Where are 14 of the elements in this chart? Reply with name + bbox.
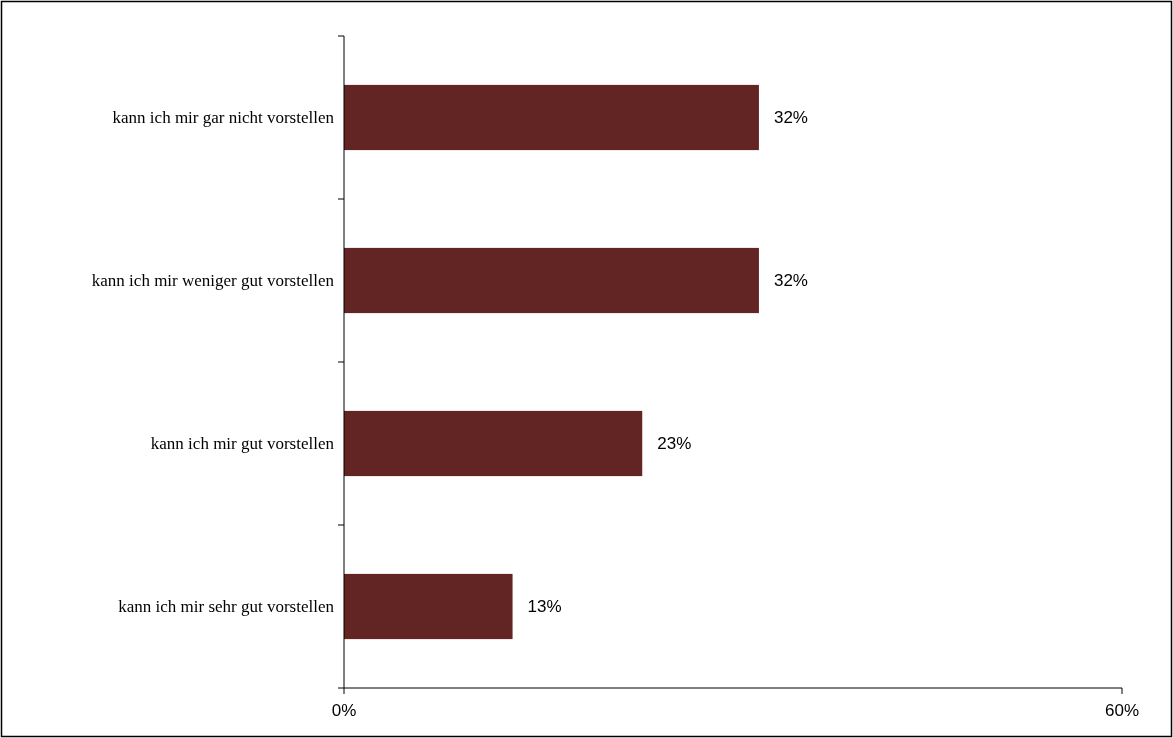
data-label: 32% bbox=[773, 271, 808, 291]
bar bbox=[344, 247, 759, 314]
bar bbox=[344, 410, 643, 477]
data-label: 32% bbox=[773, 108, 808, 128]
bar bbox=[344, 84, 759, 151]
x-tick-label: 60% bbox=[1104, 701, 1140, 720]
y-tick-label: kann ich mir sehr gut vorstellen bbox=[118, 597, 335, 617]
y-tick-label: kann ich mir weniger gut vorstellen bbox=[91, 271, 335, 291]
y-tick-label: kann ich mir gut vorstellen bbox=[150, 434, 335, 454]
data-label: 13% bbox=[527, 597, 562, 617]
bar bbox=[344, 573, 513, 640]
x-tick-label: 0% bbox=[331, 701, 357, 720]
data-label: 23% bbox=[657, 434, 692, 454]
y-tick-label: kann ich mir gar nicht vorstellen bbox=[112, 108, 335, 128]
